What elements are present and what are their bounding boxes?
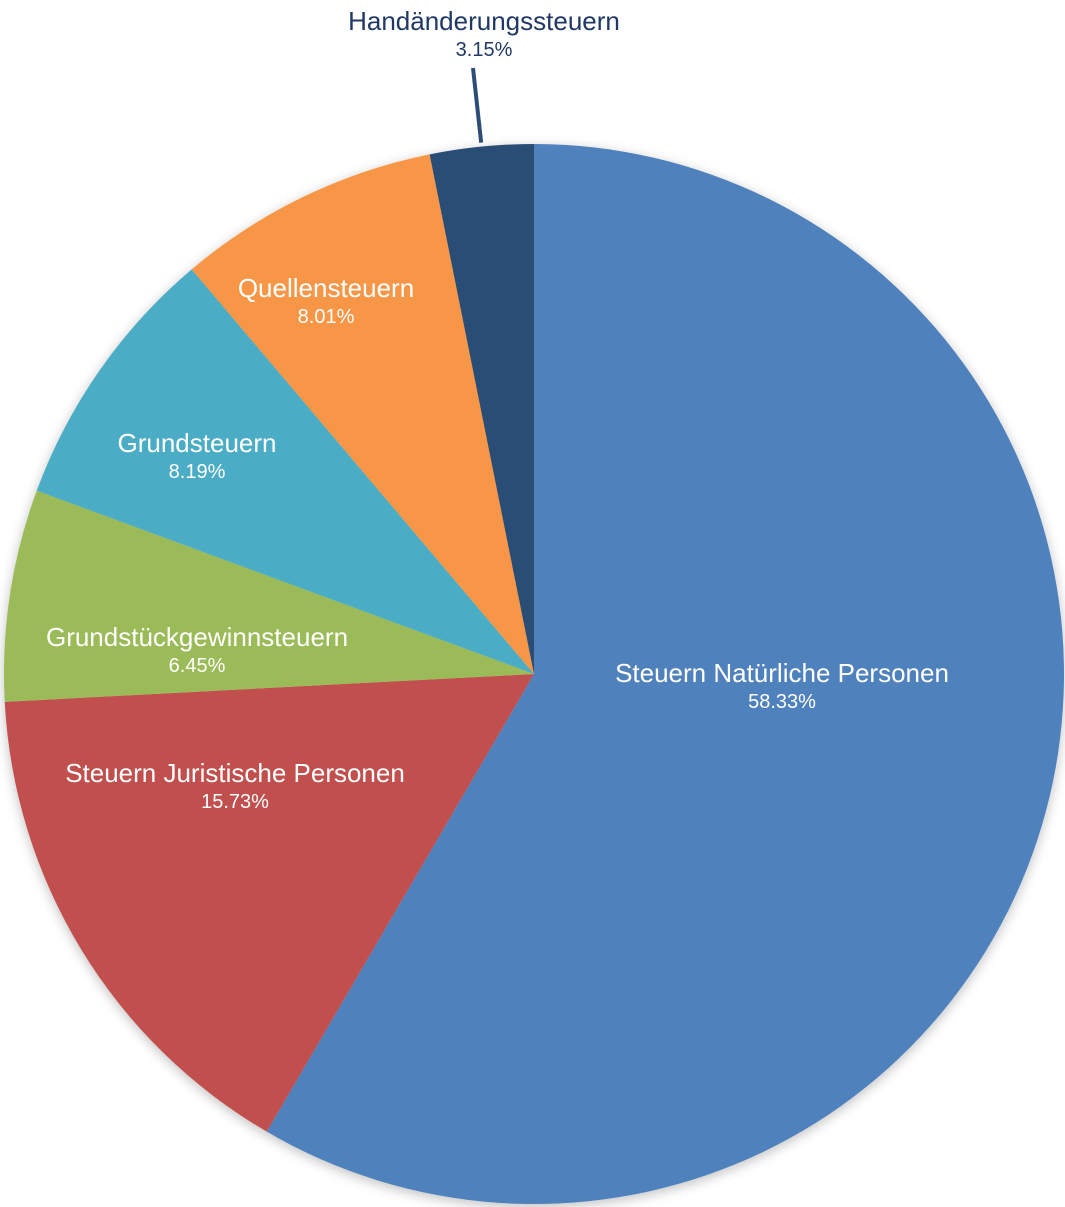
pie-slice-handaenderungssteuern	[429, 144, 534, 674]
pie-slice-steuern-natuerliche-personen	[266, 144, 1065, 1204]
pie-slice-steuern-juristische-personen	[4, 674, 534, 1132]
leader-line-handaenderungssteuern	[471, 67, 484, 143]
slice-label-grundsteuern: Grundsteuern	[118, 428, 277, 458]
leader-lines	[471, 67, 484, 143]
slice-label-steuern-juristische-personen: Steuern Juristische Personen	[65, 758, 405, 788]
slice-value-grundstueckgewinnsteuern: 6.45%	[169, 655, 226, 677]
slice-label-handaenderungssteuern: Handänderungssteuern	[348, 6, 620, 36]
slice-value-handaenderungssteuern: 3.15%	[456, 39, 513, 61]
slice-label-grundstueckgewinnsteuern: Grundstückgewinnsteuern	[46, 622, 348, 652]
pie-slice-grundsteuern	[36, 269, 534, 674]
slice-value-steuern-natuerliche-personen: 58.33%	[748, 691, 816, 713]
slice-value-grundsteuern: 8.19%	[169, 461, 226, 483]
pie-slices	[3, 144, 1065, 1204]
pie-slice-grundstueckgewinnsteuern	[3, 490, 534, 702]
slice-value-quellensteuern: 8.01%	[298, 306, 355, 328]
slice-label-steuern-natuerliche-personen: Steuern Natürliche Personen	[615, 658, 949, 688]
slice-label-quellensteuern: Quellensteuern	[238, 273, 414, 303]
slice-value-steuern-juristische-personen: 15.73%	[201, 791, 269, 813]
slice-labels: Steuern Natürliche Personen 58.33% Steuern…	[46, 6, 949, 813]
pie-slice-quellensteuern	[191, 154, 535, 674]
